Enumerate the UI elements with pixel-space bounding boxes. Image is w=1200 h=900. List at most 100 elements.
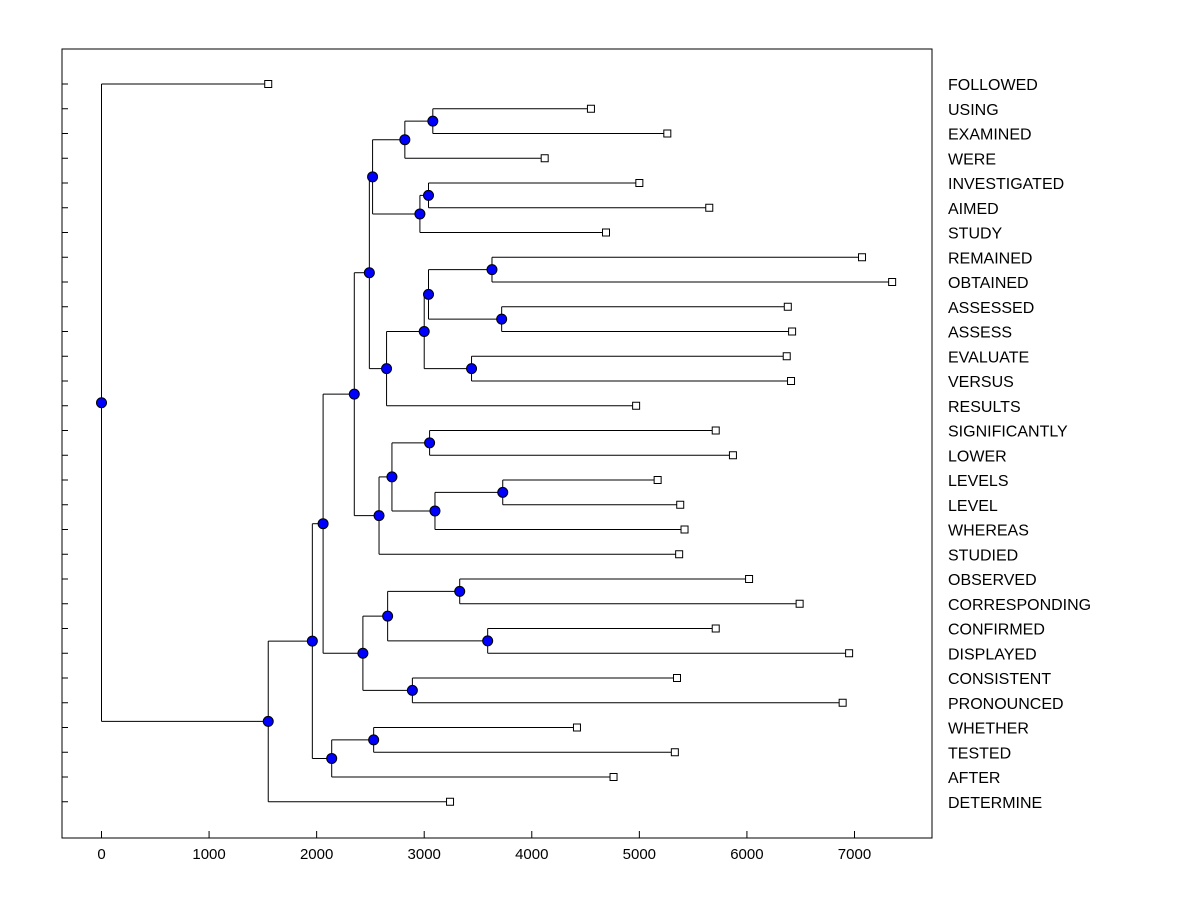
merge-node <box>423 288 435 300</box>
leaf-markers <box>264 80 897 806</box>
merge-node <box>348 388 360 400</box>
leaf-marker <box>635 179 644 187</box>
merge-node <box>424 437 436 449</box>
leaf-label-tested: TESTED <box>948 745 1011 762</box>
leaf-marker <box>676 500 685 509</box>
leaf-marker <box>858 253 867 262</box>
leaf-marker <box>788 327 797 336</box>
merge-node <box>262 715 274 727</box>
leaf-label-determine: DETERMINE <box>948 795 1042 812</box>
leaf-marker <box>680 525 689 534</box>
merge-node <box>326 752 338 764</box>
leaf-labels: FOLLOWED USING EXAMINED WERE INVESTIGATED AIM… <box>948 77 1091 812</box>
merge-node <box>381 363 393 375</box>
x-tick-label: 4000 <box>515 846 548 863</box>
leaf-marker <box>711 426 720 435</box>
merge-node <box>382 610 394 622</box>
x-tick-label: 5000 <box>623 846 656 863</box>
merge-node <box>368 734 380 746</box>
leaf-label-examined: EXAMINED <box>948 127 1032 144</box>
leaf-marker <box>888 278 897 286</box>
leaf-marker <box>572 723 581 732</box>
merge-node <box>482 635 494 647</box>
leaf-label-consistent: CONSISTENT <box>948 671 1051 688</box>
plot-frame <box>61 48 933 839</box>
leaf-label-whereas: WHEREAS <box>948 523 1029 540</box>
leaf-marker <box>609 773 618 781</box>
merge-node <box>363 267 375 279</box>
leaf-marker <box>838 698 847 707</box>
merge-node <box>317 518 329 530</box>
leaf-marker <box>653 476 662 484</box>
leaf-marker <box>782 352 791 361</box>
leaf-label-aimed: AIMED <box>948 201 999 218</box>
x-tick-label: 7000 <box>838 846 871 863</box>
merge-node <box>414 208 426 220</box>
merge-node <box>306 635 318 647</box>
merge-node <box>399 134 411 146</box>
leaf-marker <box>783 302 792 311</box>
leaf-marker <box>711 624 720 633</box>
leaf-marker <box>728 451 737 460</box>
merge-node <box>96 397 107 409</box>
x-tick-label: 0 <box>97 846 105 863</box>
leaf-label-assess: ASSESS <box>948 325 1012 342</box>
merge-node <box>373 510 385 522</box>
merge-node <box>466 363 478 375</box>
leaf-label-investigated: INVESTIGATED <box>948 176 1064 193</box>
leaf-label-level: LEVEL <box>948 498 998 515</box>
leaf-marker <box>795 599 804 608</box>
leaf-marker <box>663 129 672 138</box>
merge-node <box>386 471 398 483</box>
merge-nodes <box>96 115 509 764</box>
leaf-label-whether: WHETHER <box>948 721 1029 738</box>
leaf-label-after: AFTER <box>948 770 1000 787</box>
x-tick-label: 6000 <box>730 846 763 863</box>
leaf-label-followed: FOLLOWED <box>948 77 1038 94</box>
leaf-label-observed: OBSERVED <box>948 572 1037 589</box>
leaf-marker <box>787 377 796 385</box>
leaf-label-significantly: SIGNIFICANTLY <box>948 424 1068 441</box>
leaf-label-results: RESULTS <box>948 399 1021 416</box>
x-tick-label: 1000 <box>192 846 225 863</box>
leaf-label-confirmed: CONFIRMED <box>948 622 1045 639</box>
leaf-marker <box>675 550 684 559</box>
leaf-label-pronounced: PRONOUNCED <box>948 696 1064 713</box>
leaf-marker <box>586 104 595 113</box>
leaf-label-obtained: OBTAINED <box>948 275 1029 292</box>
leaf-label-displayed: DISPLAYED <box>948 646 1037 663</box>
merge-node <box>427 115 439 127</box>
leaf-marker <box>264 80 273 88</box>
leaf-marker <box>540 154 549 163</box>
leaf-label-evaluate: EVALUATE <box>948 349 1029 366</box>
leaf-marker <box>632 401 641 410</box>
merge-node <box>486 264 498 276</box>
leaf-marker <box>602 228 611 237</box>
leaf-label-study: STUDY <box>948 226 1003 243</box>
leaf-marker <box>446 797 455 806</box>
leaf-label-remained: REMAINED <box>948 250 1032 267</box>
axis-ticks: 0 1000 2000 3000 4000 5000 6000 7000 <box>62 83 871 863</box>
leaf-marker <box>845 649 854 658</box>
leaf-label-assessed: ASSESSED <box>948 300 1034 317</box>
merge-node <box>418 326 430 337</box>
leaf-marker <box>745 575 754 583</box>
merge-node <box>406 684 418 696</box>
leaf-marker <box>670 748 679 757</box>
merge-node <box>454 585 466 597</box>
merge-node <box>496 313 508 325</box>
leaf-label-using: USING <box>948 102 999 119</box>
leaf-label-levels: LEVELS <box>948 473 1008 490</box>
leaf-label-studied: STUDIED <box>948 547 1018 564</box>
leaf-label-corresponding: CORRESPONDING <box>948 597 1091 614</box>
leaf-marker <box>705 203 714 212</box>
leaf-label-lower: LOWER <box>948 448 1007 465</box>
leaf-marker <box>672 674 681 682</box>
x-tick-label: 2000 <box>300 846 333 863</box>
merge-node <box>429 505 441 517</box>
leaf-label-were: WERE <box>948 151 996 168</box>
merge-node <box>423 189 435 201</box>
merge-node <box>357 647 369 659</box>
x-tick-label: 3000 <box>408 846 441 863</box>
